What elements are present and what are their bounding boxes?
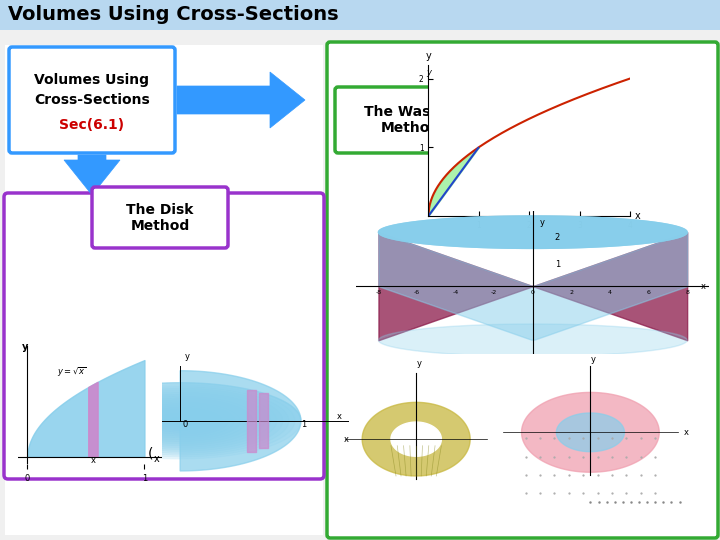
Polygon shape [144,409,216,432]
Text: x: x [701,282,706,291]
FancyBboxPatch shape [327,42,718,538]
Text: 4: 4 [608,291,612,295]
Polygon shape [66,384,295,457]
Polygon shape [180,370,301,471]
Polygon shape [391,422,441,456]
Text: x: x [683,428,688,437]
Text: y: y [539,218,544,227]
Text: -8: -8 [375,291,382,295]
Polygon shape [379,216,687,248]
Text: Method: Method [381,121,440,135]
Polygon shape [108,398,253,444]
Text: 0: 0 [183,420,188,429]
Polygon shape [59,383,301,459]
Polygon shape [174,419,186,423]
Polygon shape [379,216,687,248]
FancyBboxPatch shape [92,187,228,248]
Polygon shape [362,402,470,476]
Polygon shape [120,402,240,440]
Polygon shape [71,387,289,455]
Text: Volumes Using: Volumes Using [35,73,150,87]
Text: Sec(6.1): Sec(6.1) [60,118,125,132]
Text: y: y [426,68,431,77]
Text: y: y [417,359,421,368]
Text: x: x [337,412,342,421]
Text: The Washer: The Washer [364,105,456,119]
Polygon shape [84,390,276,451]
Polygon shape [156,413,204,428]
Text: 1: 1 [555,260,560,269]
FancyBboxPatch shape [4,193,324,479]
Text: -4: -4 [452,291,459,295]
Text: 0: 0 [531,291,535,295]
Polygon shape [126,404,235,438]
Polygon shape [59,383,301,421]
Text: y: y [185,352,190,361]
Polygon shape [114,400,246,442]
Polygon shape [102,396,258,446]
Text: y: y [591,355,596,364]
Text: x: x [344,435,349,444]
Polygon shape [177,72,305,128]
Polygon shape [168,417,192,424]
FancyBboxPatch shape [335,87,486,153]
Polygon shape [132,406,228,436]
Text: 2: 2 [570,291,573,295]
Text: y: y [22,342,28,353]
Text: Method: Method [130,219,189,233]
Text: (: ( [148,447,153,461]
Text: x: x [154,455,160,464]
Text: x: x [635,211,641,221]
Polygon shape [521,393,660,472]
Text: 2: 2 [555,233,560,242]
Polygon shape [150,411,210,430]
Text: 8: 8 [685,291,689,295]
Text: Volumes Using Cross-Sections: Volumes Using Cross-Sections [8,5,338,24]
FancyBboxPatch shape [5,45,323,535]
Text: Cross-Sections: Cross-Sections [34,93,150,107]
FancyBboxPatch shape [9,47,175,153]
Text: 6: 6 [647,291,650,295]
Polygon shape [138,408,222,434]
Text: The Disk: The Disk [126,202,194,217]
Polygon shape [162,415,198,427]
Text: 1: 1 [301,420,306,429]
Polygon shape [557,413,624,451]
Text: x: x [91,456,96,465]
Polygon shape [89,392,271,449]
Polygon shape [96,394,265,448]
Polygon shape [78,388,283,453]
Text: -2: -2 [491,291,498,295]
Text: $y=\sqrt{x}$: $y=\sqrt{x}$ [57,365,86,379]
FancyBboxPatch shape [0,0,720,30]
Polygon shape [379,324,687,356]
Text: -6: -6 [414,291,420,295]
Text: y: y [426,51,431,62]
Polygon shape [64,155,120,195]
